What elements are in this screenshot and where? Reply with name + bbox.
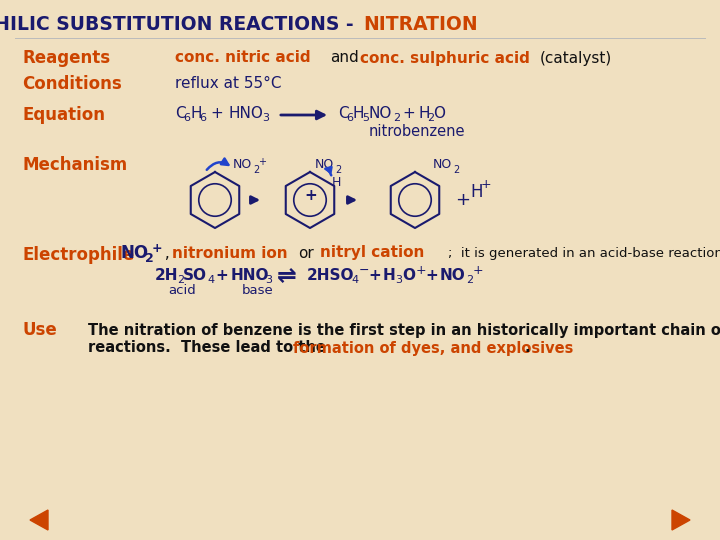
Text: 2: 2: [335, 165, 341, 175]
Text: Equation: Equation: [22, 106, 105, 124]
Text: O: O: [402, 267, 415, 282]
Text: 4: 4: [351, 275, 358, 285]
Text: acid: acid: [168, 285, 196, 298]
FancyArrowPatch shape: [207, 159, 228, 170]
Text: 5: 5: [362, 113, 369, 123]
Text: C: C: [338, 105, 348, 120]
Text: NO: NO: [233, 159, 252, 172]
Text: +: +: [416, 264, 427, 276]
Text: 2H: 2H: [155, 267, 179, 282]
Text: ⇌: ⇌: [277, 264, 297, 288]
Text: 3: 3: [262, 113, 269, 123]
Text: NO: NO: [433, 159, 452, 172]
Text: HNO: HNO: [228, 105, 263, 120]
Text: H: H: [332, 176, 341, 188]
Text: reflux at 55°C: reflux at 55°C: [175, 77, 282, 91]
Text: 4: 4: [207, 275, 214, 285]
Text: +: +: [210, 105, 222, 120]
Text: NO: NO: [369, 105, 392, 120]
Text: H: H: [383, 267, 396, 282]
Text: Use: Use: [22, 321, 57, 339]
Text: −: −: [359, 264, 369, 276]
Text: H: H: [190, 105, 202, 120]
Text: 2: 2: [393, 113, 400, 123]
Text: NO: NO: [120, 244, 148, 262]
Text: 2: 2: [145, 253, 154, 266]
Text: +: +: [425, 267, 438, 282]
Text: 2: 2: [253, 165, 259, 175]
Text: nitryl cation: nitryl cation: [320, 246, 424, 260]
Text: and: and: [330, 51, 359, 65]
Text: 2: 2: [177, 275, 184, 285]
Text: 2: 2: [427, 113, 434, 123]
Text: base: base: [242, 285, 274, 298]
Text: NO: NO: [315, 159, 334, 172]
Text: formation of dyes, and explosives: formation of dyes, and explosives: [293, 341, 573, 355]
FancyArrowPatch shape: [325, 167, 331, 176]
Text: 6: 6: [346, 113, 353, 123]
Text: or: or: [298, 246, 314, 260]
Text: ,: ,: [160, 246, 170, 260]
Text: nitronium ion: nitronium ion: [172, 246, 287, 260]
Text: 2: 2: [453, 165, 459, 175]
Text: Mechanism: Mechanism: [22, 156, 127, 174]
Text: +: +: [304, 187, 317, 202]
Text: H: H: [353, 105, 364, 120]
Text: SO: SO: [183, 267, 207, 282]
Text: +: +: [455, 191, 470, 209]
Text: reactions.  These lead to the: reactions. These lead to the: [88, 341, 331, 355]
Text: NITRATION: NITRATION: [363, 16, 477, 35]
Text: conc. nitric acid: conc. nitric acid: [175, 51, 310, 65]
Text: +: +: [215, 267, 228, 282]
Text: 2: 2: [466, 275, 473, 285]
Text: conc. sulphuric acid: conc. sulphuric acid: [360, 51, 530, 65]
Text: C: C: [175, 105, 186, 120]
Text: ;  it is generated in an acid-base reaction...: ; it is generated in an acid-base reacti…: [448, 246, 720, 260]
Text: 3: 3: [395, 275, 402, 285]
Text: H: H: [470, 183, 482, 201]
Text: nitrobenzene: nitrobenzene: [369, 124, 466, 138]
Text: +: +: [402, 105, 415, 120]
Text: +: +: [368, 267, 381, 282]
Text: Reagents: Reagents: [22, 49, 110, 67]
Text: NO: NO: [440, 267, 466, 282]
Text: H: H: [418, 105, 430, 120]
Text: Conditions: Conditions: [22, 75, 122, 93]
Text: +: +: [481, 179, 492, 192]
Text: ELECTROPHILIC SUBSTITUTION REACTIONS -: ELECTROPHILIC SUBSTITUTION REACTIONS -: [0, 16, 360, 35]
Text: 6: 6: [199, 113, 206, 123]
Text: .: .: [525, 341, 531, 355]
Text: O: O: [433, 105, 445, 120]
Text: HNO: HNO: [231, 267, 269, 282]
Text: 2HSO: 2HSO: [307, 267, 354, 282]
Text: (catalyst): (catalyst): [540, 51, 612, 65]
Polygon shape: [672, 510, 690, 530]
Text: Electrophile: Electrophile: [22, 246, 134, 264]
Text: +: +: [473, 264, 484, 276]
Text: 6: 6: [183, 113, 190, 123]
Text: The nitration of benzene is the first step in an historically important chain of: The nitration of benzene is the first st…: [88, 322, 720, 338]
Polygon shape: [30, 510, 48, 530]
Text: +: +: [152, 241, 163, 254]
Text: 3: 3: [265, 275, 272, 285]
Text: +: +: [258, 157, 266, 167]
